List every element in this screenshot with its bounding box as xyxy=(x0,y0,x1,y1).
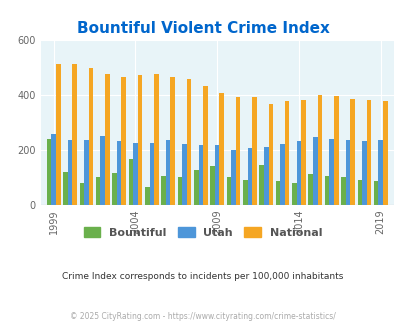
Bar xyxy=(345,140,350,205)
Bar xyxy=(291,182,296,205)
Bar xyxy=(259,165,263,205)
Bar xyxy=(117,141,121,205)
Bar xyxy=(154,74,158,205)
Bar xyxy=(247,148,252,205)
Bar xyxy=(243,180,247,205)
Bar xyxy=(333,96,338,205)
Bar xyxy=(56,64,60,205)
Bar xyxy=(279,144,284,205)
Bar xyxy=(166,140,170,205)
Bar xyxy=(328,139,333,205)
Bar xyxy=(105,74,109,205)
Bar xyxy=(361,141,366,205)
Bar xyxy=(177,177,182,205)
Bar xyxy=(252,97,256,205)
Bar xyxy=(96,177,100,205)
Bar xyxy=(226,177,231,205)
Bar xyxy=(324,176,328,205)
Bar xyxy=(202,86,207,205)
Bar xyxy=(350,99,354,205)
Bar xyxy=(275,181,279,205)
Bar xyxy=(317,95,322,205)
Bar xyxy=(231,149,235,205)
Bar xyxy=(198,146,202,205)
Bar xyxy=(170,77,175,205)
Bar xyxy=(357,180,361,205)
Text: © 2025 CityRating.com - https://www.cityrating.com/crime-statistics/: © 2025 CityRating.com - https://www.city… xyxy=(70,312,335,321)
Bar xyxy=(84,140,88,205)
Bar xyxy=(68,140,72,205)
Bar xyxy=(51,135,56,205)
Bar xyxy=(210,166,214,205)
Bar xyxy=(235,97,240,205)
Bar xyxy=(312,137,317,205)
Bar xyxy=(340,177,345,205)
Bar xyxy=(63,172,68,205)
Bar xyxy=(366,100,370,205)
Bar xyxy=(308,174,312,205)
Legend: Bountiful, Utah, National: Bountiful, Utah, National xyxy=(79,222,326,242)
Bar xyxy=(284,102,289,205)
Bar xyxy=(72,64,77,205)
Bar xyxy=(296,141,301,205)
Bar xyxy=(145,187,149,205)
Bar xyxy=(100,136,105,205)
Bar xyxy=(149,143,154,205)
Bar xyxy=(301,100,305,205)
Bar xyxy=(137,75,142,205)
Bar xyxy=(182,144,186,205)
Bar xyxy=(263,147,268,205)
Bar xyxy=(112,173,117,205)
Bar xyxy=(161,176,166,205)
Bar xyxy=(186,80,191,205)
Bar xyxy=(79,182,84,205)
Bar xyxy=(194,170,198,205)
Bar xyxy=(373,181,377,205)
Bar xyxy=(219,93,224,205)
Bar xyxy=(382,101,387,205)
Bar xyxy=(47,139,51,205)
Bar xyxy=(88,69,93,205)
Text: Crime Index corresponds to incidents per 100,000 inhabitants: Crime Index corresponds to incidents per… xyxy=(62,272,343,281)
Bar xyxy=(377,140,382,205)
Bar xyxy=(133,143,137,205)
Bar xyxy=(268,104,273,205)
Text: Bountiful Violent Crime Index: Bountiful Violent Crime Index xyxy=(77,21,328,36)
Bar xyxy=(121,77,126,205)
Bar xyxy=(128,159,133,205)
Bar xyxy=(214,146,219,205)
